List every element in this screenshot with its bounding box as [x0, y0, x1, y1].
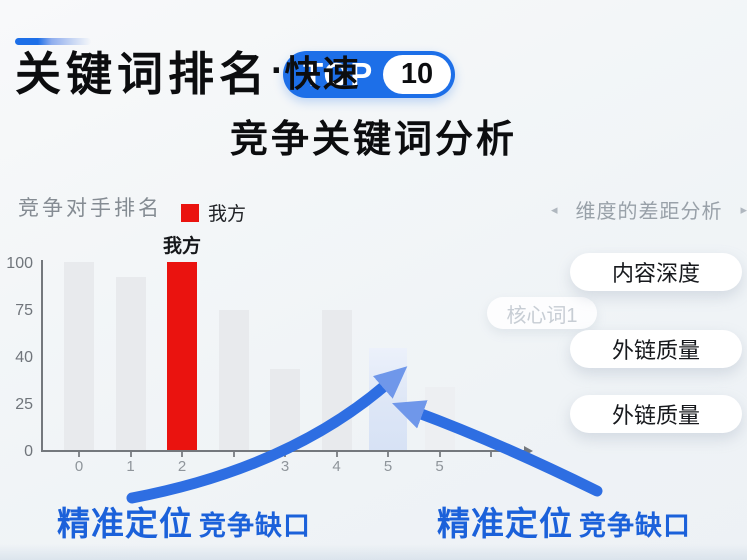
- bar: [115, 277, 146, 450]
- x-axis-label: 4: [332, 458, 341, 475]
- bar: [424, 387, 455, 450]
- x-axis-label: 3: [280, 458, 290, 475]
- title-main-text: 关键词排名: [15, 48, 270, 100]
- bar-chart: 0 25 40 75 100 0 1 2 3 4 5 5 我方: [6, 236, 541, 475]
- y-axis-label: 75: [15, 302, 33, 319]
- dimension-pill-backlink-quality-2[interactable]: 外链质量: [570, 395, 742, 433]
- caption-left: 精准定位 竞争缺口: [57, 497, 311, 545]
- chart-title: 竞争对手排名: [18, 197, 162, 220]
- prev-arrow-icon[interactable]: ◂: [551, 202, 558, 217]
- bar: [369, 348, 407, 450]
- x-axis-tick: [335, 452, 338, 457]
- x-axis-label: 1: [126, 458, 135, 475]
- progress-decoration: [15, 38, 91, 45]
- our-bar-label: 我方: [162, 236, 201, 257]
- caption-right-strong: 精准定位: [437, 505, 573, 542]
- x-axis-line: [41, 450, 525, 452]
- dimension-panel-title: 维度的差距分析: [575, 201, 723, 223]
- caption-left-rest: 竞争缺口: [199, 511, 311, 541]
- dimension-pill-backlink-quality-1[interactable]: 外链质量: [570, 330, 742, 368]
- bar: [64, 262, 94, 450]
- page-subtitle: 竞争关键词分析: [229, 119, 517, 161]
- top10-badge: TOP 10: [283, 51, 455, 98]
- x-axis-tick: [232, 452, 235, 457]
- y-axis-label: 100: [6, 255, 33, 272]
- x-axis-label: 0: [74, 458, 84, 475]
- top-number-badge: 10: [383, 55, 451, 94]
- caption-left-strong: 精准定位: [57, 505, 193, 542]
- bar: [218, 310, 249, 450]
- x-axis-label: 5: [383, 458, 393, 475]
- our-side-swatch: [181, 203, 199, 222]
- dimension-pill-content-depth[interactable]: 内容深度: [570, 253, 742, 291]
- legend: 我方: [181, 199, 246, 226]
- x-axis-tick: [284, 452, 286, 457]
- page-title: 关键词排名 · 快速: [15, 42, 361, 100]
- y-axis-label: 40: [15, 349, 33, 366]
- y-axis-label: 0: [24, 443, 33, 460]
- x-axis-arrow-icon: [524, 446, 533, 456]
- x-axis-tick: [78, 452, 80, 457]
- title-fast-text: 快速: [284, 53, 361, 94]
- y-axis-line: [41, 260, 43, 452]
- x-axis-tick: [490, 452, 492, 457]
- legend-label: 我方: [208, 204, 247, 225]
- x-axis-tick: [387, 452, 389, 457]
- x-axis-tick: [181, 452, 183, 457]
- bar: [167, 262, 197, 450]
- bar: [270, 369, 300, 450]
- x-axis-label: 2: [177, 458, 187, 475]
- next-arrow-icon[interactable]: ▸: [740, 202, 747, 217]
- core-word-tag: 核心词1: [487, 297, 597, 329]
- caption-right: 精准定位 竞争缺口: [437, 497, 691, 545]
- y-axis-label: 25: [15, 396, 33, 413]
- caption-right-rest: 竞争缺口: [579, 511, 691, 541]
- x-axis-tick: [438, 452, 441, 457]
- top-label: TOP: [303, 55, 374, 93]
- x-axis-label: 5: [435, 458, 444, 475]
- x-axis-tick: [129, 452, 132, 457]
- title-dot: ·: [271, 49, 284, 92]
- dimension-panel-header: ◂ 维度的差距分析 ▸: [551, 195, 747, 224]
- bar: [321, 310, 352, 450]
